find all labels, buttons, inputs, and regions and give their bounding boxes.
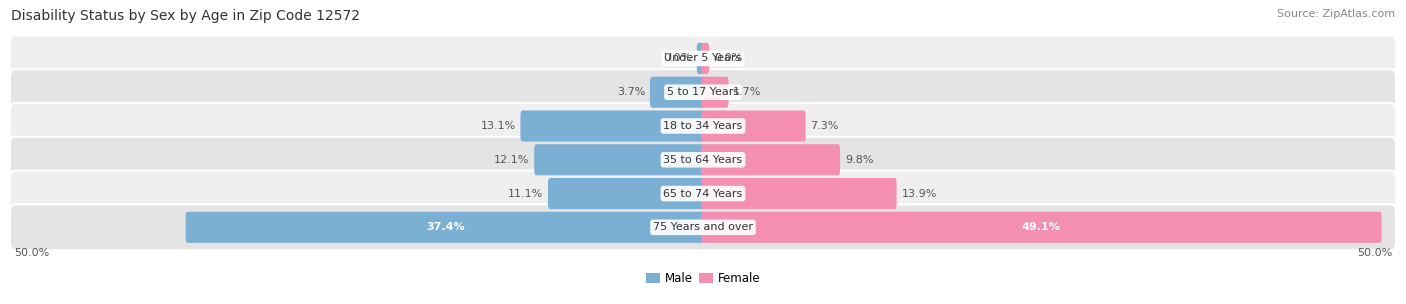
Text: 35 to 64 Years: 35 to 64 Years bbox=[664, 155, 742, 165]
Text: Disability Status by Sex by Age in Zip Code 12572: Disability Status by Sex by Age in Zip C… bbox=[11, 9, 360, 23]
Text: 75 Years and over: 75 Years and over bbox=[652, 222, 754, 232]
Text: 50.0%: 50.0% bbox=[14, 247, 49, 257]
Text: 37.4%: 37.4% bbox=[426, 222, 464, 232]
Legend: Male, Female: Male, Female bbox=[641, 268, 765, 290]
Text: 65 to 74 Years: 65 to 74 Years bbox=[664, 188, 742, 199]
Text: 49.1%: 49.1% bbox=[1022, 222, 1060, 232]
FancyBboxPatch shape bbox=[702, 43, 709, 74]
FancyBboxPatch shape bbox=[548, 178, 704, 209]
Text: 1.7%: 1.7% bbox=[734, 87, 762, 97]
Text: 50.0%: 50.0% bbox=[1357, 247, 1392, 257]
FancyBboxPatch shape bbox=[702, 178, 897, 209]
FancyBboxPatch shape bbox=[10, 69, 1396, 115]
FancyBboxPatch shape bbox=[702, 212, 1382, 243]
Text: 9.8%: 9.8% bbox=[845, 155, 873, 165]
FancyBboxPatch shape bbox=[10, 204, 1396, 250]
FancyBboxPatch shape bbox=[10, 171, 1396, 216]
FancyBboxPatch shape bbox=[10, 103, 1396, 149]
FancyBboxPatch shape bbox=[186, 212, 704, 243]
FancyBboxPatch shape bbox=[10, 137, 1396, 183]
Text: 11.1%: 11.1% bbox=[508, 188, 543, 199]
Text: 18 to 34 Years: 18 to 34 Years bbox=[664, 121, 742, 131]
Text: 13.1%: 13.1% bbox=[481, 121, 516, 131]
Text: 12.1%: 12.1% bbox=[494, 155, 530, 165]
Text: 0.0%: 0.0% bbox=[714, 54, 742, 64]
Text: 0.0%: 0.0% bbox=[664, 54, 692, 64]
FancyBboxPatch shape bbox=[650, 77, 704, 108]
FancyBboxPatch shape bbox=[534, 144, 704, 175]
Text: 5 to 17 Years: 5 to 17 Years bbox=[666, 87, 740, 97]
Text: 3.7%: 3.7% bbox=[617, 87, 645, 97]
Text: Under 5 Years: Under 5 Years bbox=[665, 54, 741, 64]
FancyBboxPatch shape bbox=[520, 110, 704, 142]
FancyBboxPatch shape bbox=[697, 43, 704, 74]
FancyBboxPatch shape bbox=[702, 144, 841, 175]
FancyBboxPatch shape bbox=[702, 110, 806, 142]
Text: Source: ZipAtlas.com: Source: ZipAtlas.com bbox=[1277, 9, 1395, 19]
FancyBboxPatch shape bbox=[10, 36, 1396, 81]
FancyBboxPatch shape bbox=[702, 77, 728, 108]
Text: 7.3%: 7.3% bbox=[810, 121, 839, 131]
Text: 13.9%: 13.9% bbox=[901, 188, 936, 199]
